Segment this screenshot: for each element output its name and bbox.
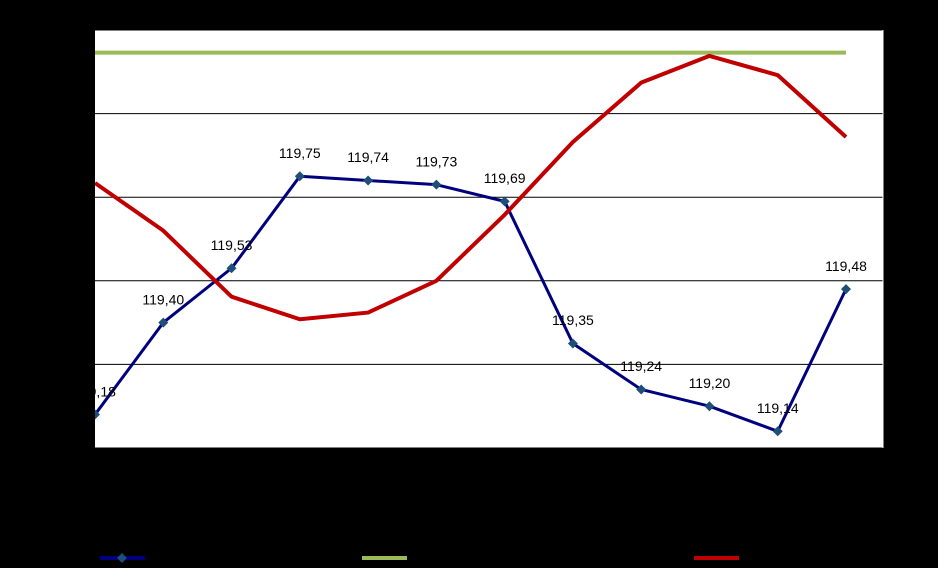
- legend-marker: [117, 553, 127, 563]
- point-marker: [499, 196, 510, 207]
- data-label: 119,73: [415, 153, 457, 169]
- data-label: 119,48: [825, 258, 867, 274]
- point-marker: [636, 384, 647, 395]
- plot-area: [95, 30, 883, 448]
- data-label: 119,53: [211, 237, 253, 253]
- series-line: [95, 53, 848, 322]
- data-label: 119,75: [279, 145, 321, 161]
- data-label: 119,69: [484, 170, 526, 186]
- point-marker: [567, 338, 578, 349]
- series-line: [95, 174, 848, 433]
- point-marker: [95, 409, 100, 420]
- data-label: 119,74: [347, 149, 389, 165]
- data-label: 119,18: [74, 383, 116, 399]
- data-label: 119,20: [689, 375, 731, 391]
- point-marker: [158, 317, 169, 328]
- data-label: 119,35: [552, 312, 594, 328]
- point-marker: [431, 179, 442, 190]
- point-marker: [294, 171, 305, 182]
- point-marker: [363, 175, 374, 186]
- point-marker: [841, 284, 851, 295]
- data-label: 119,24: [620, 358, 662, 374]
- point-marker: [226, 263, 237, 274]
- point-marker: [772, 426, 783, 437]
- point-marker: [704, 401, 715, 412]
- data-label: 119,40: [142, 291, 184, 307]
- data-label: 119,14: [757, 400, 799, 416]
